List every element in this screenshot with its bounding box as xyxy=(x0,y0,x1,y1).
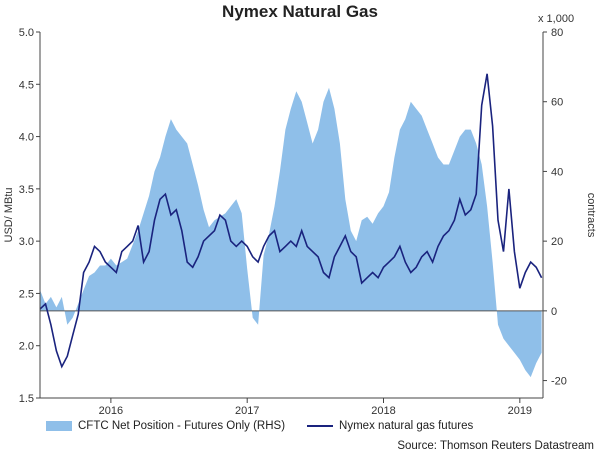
left-tick-label: 3.5 xyxy=(19,184,34,196)
y-axis-label-right: contracts xyxy=(585,193,597,238)
cftc-area-series xyxy=(40,87,542,378)
right-axis-multiplier: x 1,000 xyxy=(538,13,574,25)
x-tick-label: 2016 xyxy=(99,405,123,417)
left-tick-label: 2.0 xyxy=(19,341,34,353)
right-tick-label: 0 xyxy=(551,306,557,318)
x-tick-label: 2017 xyxy=(235,405,259,417)
right-tick-label: 80 xyxy=(551,27,563,39)
chart-title: Nymex Natural Gas xyxy=(222,2,378,21)
legend-label-nymex: Nymex natural gas futures xyxy=(339,420,474,432)
left-tick-label: 3.0 xyxy=(19,236,34,248)
left-tick-label: 4.0 xyxy=(19,132,34,144)
legend-label-cftc: CFTC Net Position - Futures Only (RHS) xyxy=(78,420,286,432)
y-axis-label-left: USD/ MBtu xyxy=(3,187,15,242)
line-layer xyxy=(39,73,543,369)
left-tick-label: 5.0 xyxy=(19,27,34,39)
left-tick-label: 2.5 xyxy=(19,288,34,300)
right-tick-label: 20 xyxy=(551,236,563,248)
legend-swatch-line xyxy=(307,425,334,427)
right-tick-label: 60 xyxy=(551,97,563,109)
nymex-line-series xyxy=(39,73,543,369)
x-tick-label: 2019 xyxy=(508,405,532,417)
area-layer xyxy=(40,87,543,378)
right-tick-label: 40 xyxy=(551,166,563,178)
right-tick-label: -20 xyxy=(551,376,567,388)
axes-layer: 1.5 2.0 2.5 3.0 3.5 4.0 4.5 5.0 -20 0 20 40 60 80 2016… xyxy=(19,27,567,417)
left-tick-label: 1.5 xyxy=(19,393,34,405)
legend-swatch-area xyxy=(46,421,72,431)
source-note: Source: Thomson Reuters Datastream xyxy=(397,440,594,452)
legend: CFTC Net Position - Futures Only (RHS) N… xyxy=(46,420,495,432)
left-tick-label: 4.5 xyxy=(19,79,34,91)
x-tick-label: 2018 xyxy=(371,405,395,417)
legend-item-nymex: Nymex natural gas futures xyxy=(307,420,473,432)
legend-item-cftc: CFTC Net Position - Futures Only (RHS) xyxy=(46,420,285,432)
